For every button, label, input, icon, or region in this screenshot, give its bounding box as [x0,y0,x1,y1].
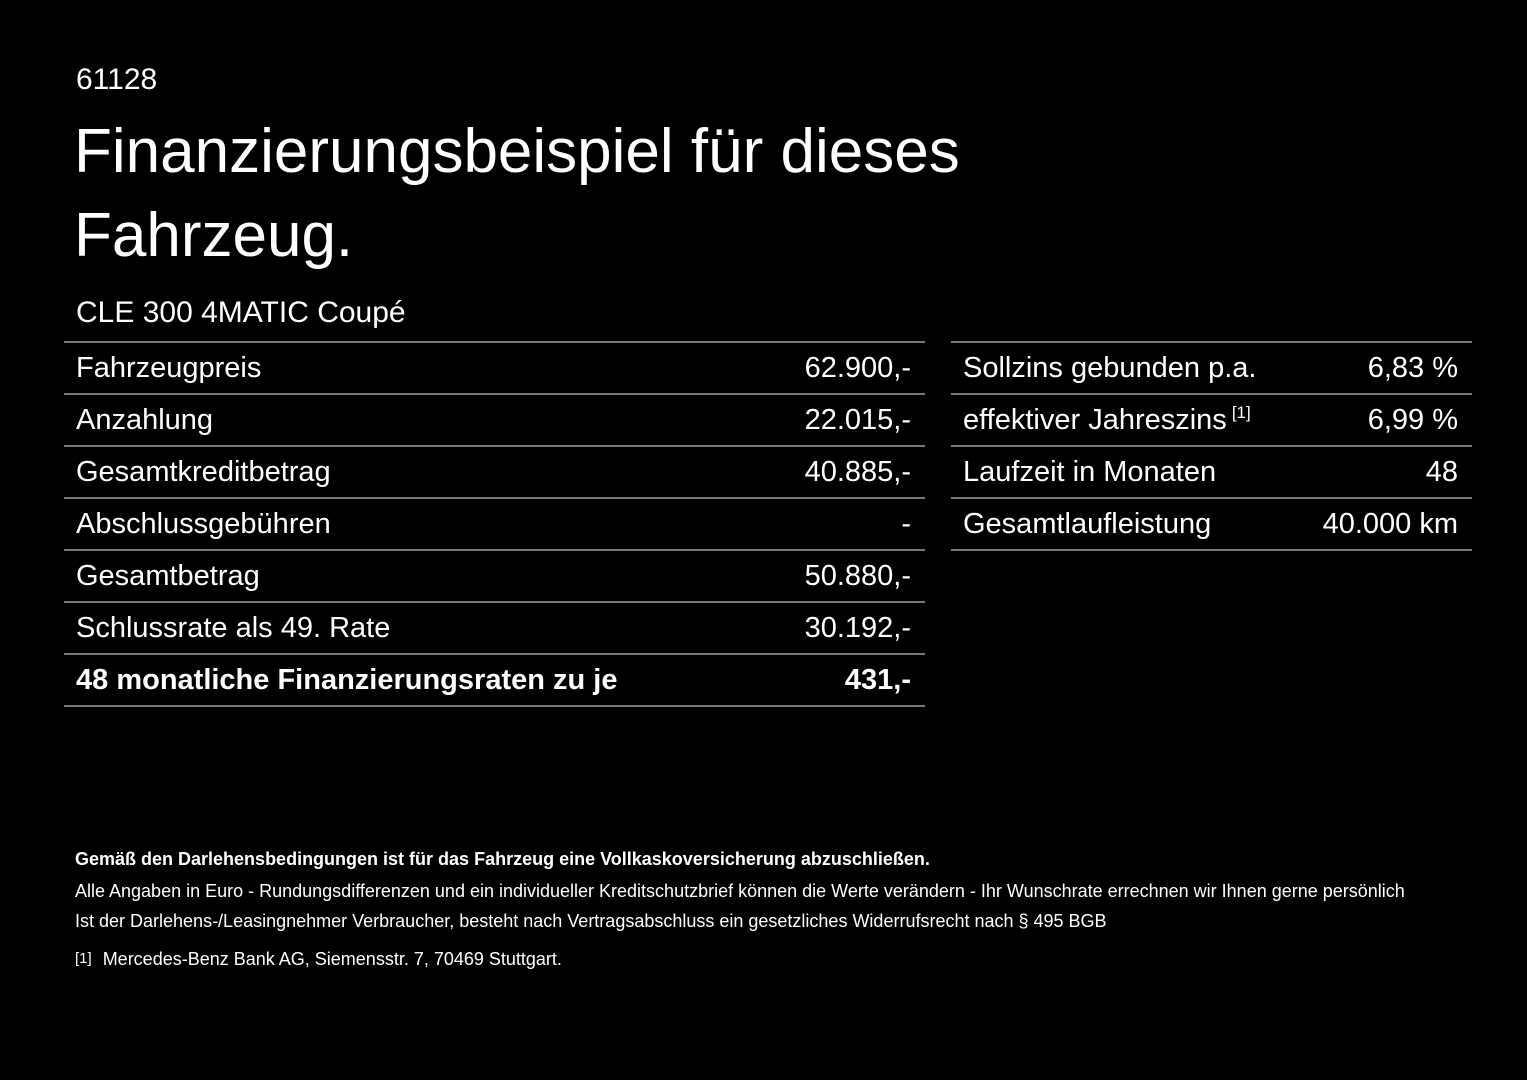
page-title-line2: Fahrzeug. [74,201,354,270]
footer-euro-note: Alle Angaben in Euro - Rundungsdifferenz… [75,881,1405,901]
financing-table-left: Fahrzeugpreis 62.900,- Anzahlung 22.015,… [64,341,925,707]
row-label: Gesamtlaufleistung [963,507,1212,540]
table-row-sollzins: Sollzins gebunden p.a. 6,83 % [951,341,1472,393]
page-title-line1: Finanzierungsbeispiel für dieses [74,117,960,186]
table-row-anzahlung: Anzahlung 22.015,- [64,393,925,445]
row-value: 431,- [844,663,911,696]
table-row-gesamtlaufleistung: Gesamtlaufleistung 40.000 km [951,497,1472,551]
row-value: 40.885,- [804,455,911,488]
row-label: Gesamtkreditbetrag [76,455,331,488]
footnote-marker: [1] [75,950,92,967]
row-value: 50.880,- [804,559,911,592]
row-value: 6,99 % [1367,403,1458,436]
table-row-monatsrate: 48 monatliche Finanzierungsraten zu je 4… [64,653,925,707]
row-value: 48 [1425,455,1458,488]
row-label: Schlussrate als 49. Rate [76,611,391,644]
row-label: Gesamtbetrag [76,559,260,592]
row-label: Sollzins gebunden p.a. [963,351,1257,384]
footer-bank-footnote: [1] Mercedes-Benz Bank AG, Siemensstr. 7,… [75,948,1475,972]
document-number: 61128 [76,63,158,96]
footer-widerruf-note: Ist der Darlehens-/Leasingnehmer Verbrau… [75,911,1107,931]
vehicle-model-name: CLE 300 4MATIC Coupé [76,296,406,329]
row-label: Anzahlung [76,403,214,436]
row-label: Abschlussgebühren [76,507,331,540]
legal-footer: Gemäß den Darlehensbedingungen ist für d… [75,848,1475,972]
row-value: 40.000 km [1322,507,1458,540]
table-row-laufzeit: Laufzeit in Monaten 48 [951,445,1472,497]
row-value: - [901,507,911,540]
table-row-schlussrate: Schlussrate als 49. Rate 30.192,- [64,601,925,653]
footnote-reference: [1] [1231,402,1251,422]
row-value: 30.192,- [804,611,911,644]
table-row-gesamtkreditbetrag: Gesamtkreditbetrag 40.885,- [64,445,925,497]
table-row-fahrzeugpreis: Fahrzeugpreis 62.900,- [64,341,925,393]
row-value: 6,83 % [1367,351,1458,384]
row-value: 22.015,- [804,403,911,436]
page-title: Finanzierungsbeispiel für dieses Fahrzeu… [74,110,960,278]
row-label: Laufzeit in Monaten [963,455,1217,488]
financing-table-right: Sollzins gebunden p.a. 6,83 % effektiver… [951,341,1472,551]
row-label: Fahrzeugpreis [76,351,262,384]
footer-insurance-note: Gemäß den Darlehensbedingungen ist für d… [75,849,930,869]
row-label: 48 monatliche Finanzierungsraten zu je [76,663,618,696]
row-value: 62.900,- [804,351,911,384]
table-row-abschlussgebuehren: Abschlussgebühren - [64,497,925,549]
table-row-gesamtbetrag: Gesamtbetrag 50.880,- [64,549,925,601]
row-label: effektiver Jahreszins [1] [963,402,1251,436]
footnote-text: Mercedes-Benz Bank AG, Siemensstr. 7, 70… [102,949,562,969]
table-row-effektiver-jahreszins: effektiver Jahreszins [1] 6,99 % [951,393,1472,445]
